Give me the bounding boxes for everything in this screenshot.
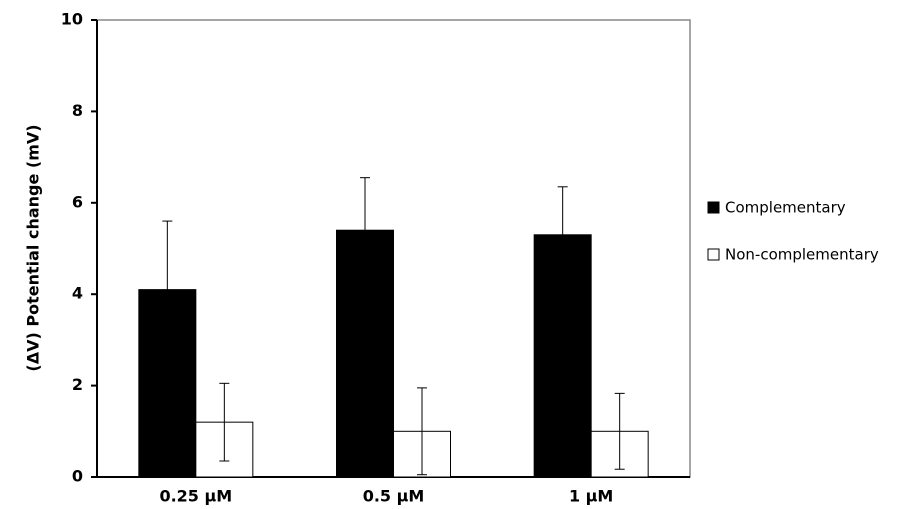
legend-label: Non-complementary (725, 246, 879, 264)
legend-label: Complementary (725, 199, 846, 217)
y-tick-label: 8 (72, 101, 83, 120)
x-tick-label: 1 µM (569, 487, 613, 506)
legend-swatch (707, 201, 720, 214)
y-tick-label: 4 (72, 284, 83, 303)
legend-swatch (707, 248, 720, 261)
x-tick-label: 0.25 µM (159, 487, 232, 506)
y-tick-label: 10 (61, 10, 83, 29)
bar (138, 289, 197, 478)
y-tick-label: 6 (72, 192, 83, 211)
y-axis-label: (ΔV) Potential change (mV) (24, 124, 43, 371)
y-tick-label: 0 (72, 467, 83, 486)
x-tick-label: 0.5 µM (363, 487, 425, 506)
y-tick-label: 2 (72, 375, 83, 394)
